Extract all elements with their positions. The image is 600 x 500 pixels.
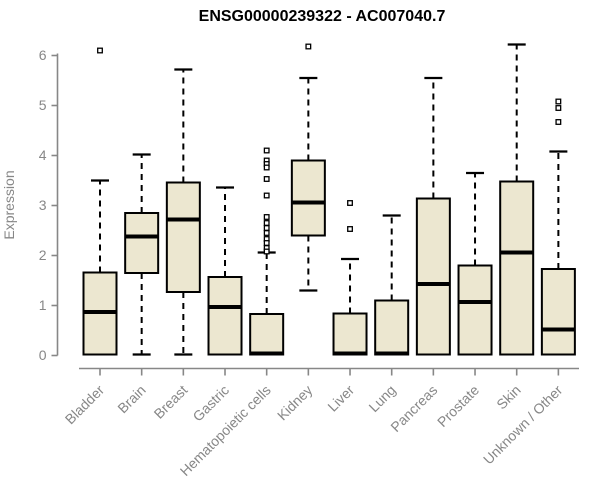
iqr-box [415,197,451,356]
x-tick-label-unknown-other: Unknown / Other [480,382,566,468]
outlier-point [263,248,270,255]
x-tick-label-bladder: Bladder [62,382,108,428]
boxplot-lung [374,214,410,356]
plot-marks [82,43,576,356]
iqr-box [165,181,201,293]
x-tick-label-brain: Brain [114,382,148,416]
boxplot-brain [124,153,160,356]
chart-title: ENSG00000239322 - AC007040.7 [198,8,446,25]
boxplot-pancreas [415,76,451,356]
y-axis-title: Expression [1,170,17,239]
boxplot-breast [165,68,201,356]
x-tick-label-skin: Skin [493,382,524,413]
boxplot-hematopoietic-cells [249,147,285,356]
iqr-box [332,312,368,356]
boxplot-liver [332,200,368,356]
outlier-point [263,240,270,246]
boxplot-unknown-other [540,98,576,356]
outlier-point [263,230,270,236]
outlier-point [347,200,353,206]
iqr-box [499,180,535,356]
boxplot-skin [499,43,535,356]
x-tick-label-lung: Lung [365,382,398,415]
iqr-box [457,264,493,356]
outlier-point [263,176,270,182]
boxplot-bladder [82,47,118,356]
iqr-box [374,299,410,356]
y-tick-label-2: 2 [39,247,47,263]
y-tick-label-0: 0 [39,347,47,363]
outlier-point [305,43,312,50]
outlier-point [555,98,562,105]
x-tick-label-kidney: Kidney [274,382,316,424]
iqr-box [207,276,243,356]
y-tick-label-5: 5 [39,97,47,113]
outlier-point [263,192,270,199]
y-tick-label-4: 4 [39,147,47,163]
outlier-point [263,147,270,154]
outlier-point [263,225,270,231]
outlier-point [97,47,103,54]
outlier-point [263,214,270,220]
boxplot-kidney [290,43,326,292]
x-tick-label-prostate: Prostate [434,382,482,430]
outlier-point [555,119,562,125]
boxplot-prostate [457,171,493,356]
boxplot-gastric [207,186,243,356]
y-tick-label-3: 3 [39,197,47,213]
x-tick-label-breast: Breast [151,382,191,422]
iqr-box [290,159,326,237]
y-tick-label-1: 1 [39,297,47,313]
iqr-box [124,212,160,274]
iqr-box [249,313,285,356]
outlier-point [263,164,270,171]
y-tick-label-6: 6 [39,47,47,63]
outlier-point [555,105,562,111]
outlier-point [347,226,353,232]
outlier-point [263,220,270,226]
x-tick-label-liver: Liver [324,382,357,415]
iqr-box [540,268,576,356]
